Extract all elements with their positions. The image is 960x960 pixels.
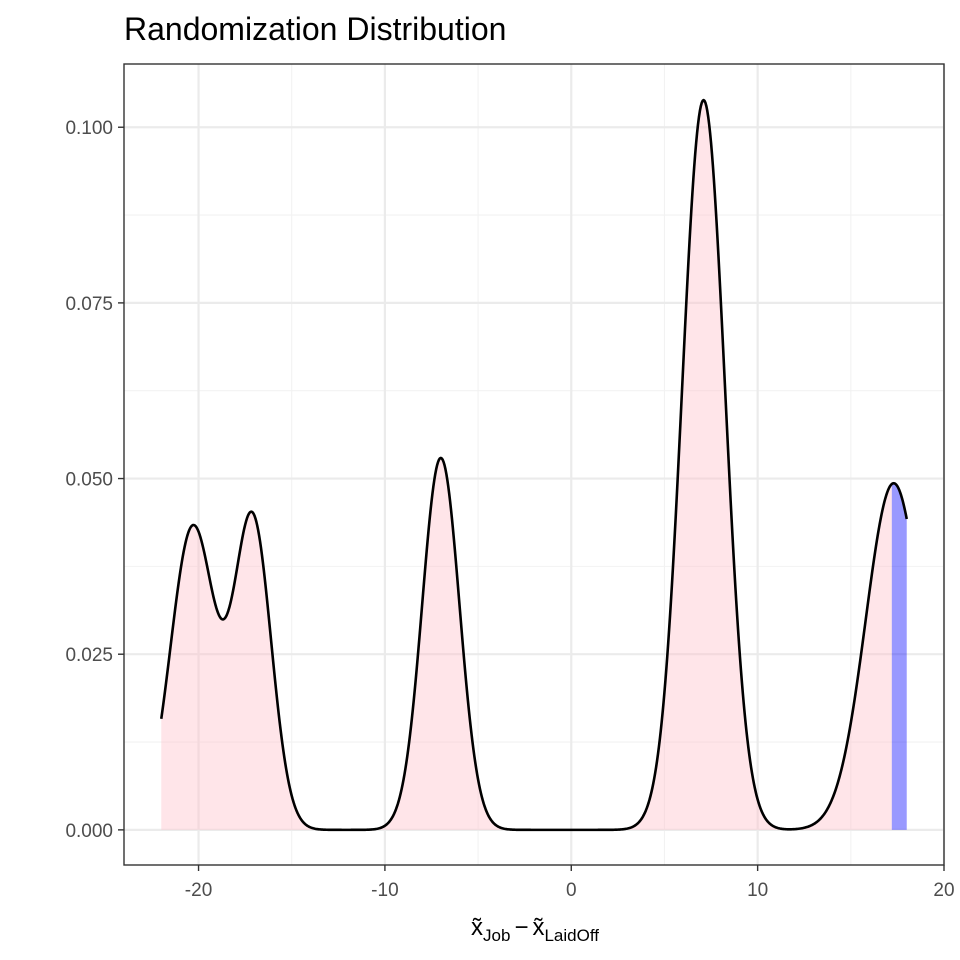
y-tick-label: 0.025 <box>65 645 113 666</box>
shaded-density-area <box>161 100 892 830</box>
panel-border <box>123 63 945 866</box>
y-tick-label: 0.075 <box>65 294 113 315</box>
x-tick-label: -20 <box>185 880 212 901</box>
y-axis: 0.000 0.025 0.050 0.075 0.100 <box>65 118 124 842</box>
minor-gridlines <box>124 64 944 865</box>
chart-title: Randomization Distribution <box>124 11 506 47</box>
x-tick-label: 0 <box>566 880 577 901</box>
x-axis-label: x̃Job − x̃LaidOff <box>471 914 599 945</box>
tail-probability-area <box>891 483 907 830</box>
x-axis-label-rhs: x̃ <box>532 914 544 941</box>
x-axis-label-lhs: x̃ <box>471 914 483 941</box>
y-tick-label: 0.000 <box>65 821 113 842</box>
x-tick-label: -10 <box>371 880 398 901</box>
y-tick-label: 0.050 <box>65 470 113 491</box>
x-tick-label: 10 <box>747 880 768 901</box>
density-curve <box>159 98 909 832</box>
y-tick-label: 0.100 <box>65 118 113 139</box>
x-axis-label-operator: − <box>514 914 528 941</box>
x-axis-label-lhs-sub: Job <box>483 926 510 945</box>
x-axis-label-rhs-sub: LaidOff <box>544 926 599 945</box>
x-axis: -20 -10 0 10 20 <box>185 865 955 901</box>
x-tick-label: 20 <box>933 880 954 901</box>
